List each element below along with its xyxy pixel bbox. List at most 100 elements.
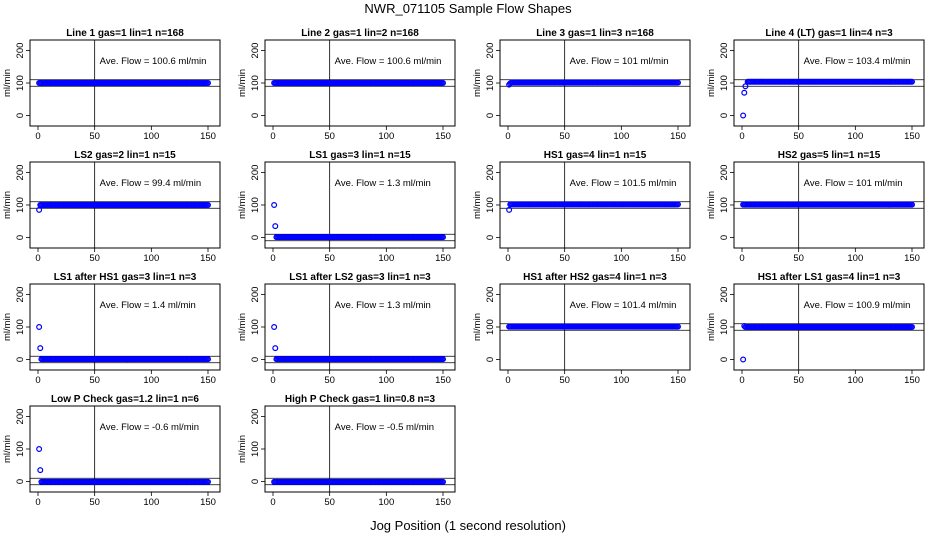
- panel-title: HS1 gas=4 lin=1 n=15: [544, 150, 647, 161]
- x-tick-label: 100: [143, 375, 159, 386]
- panel-title: LS1 after HS1 gas=3 lin=1 n=3: [54, 272, 197, 283]
- x-tick-label: 100: [847, 253, 863, 264]
- y-axis-label: ml/min: [472, 69, 483, 97]
- panel-2: Line 2 gas=1 lin=2 n=168 Ave. Flow = 100.…: [237, 28, 456, 142]
- ave-flow-annotation: Ave. Flow = 1.4 ml/min: [100, 300, 196, 311]
- y-tick-label: 0: [15, 235, 26, 240]
- data-point: [674, 323, 681, 330]
- data-point: [674, 79, 681, 86]
- data-point: [205, 79, 212, 86]
- y-tick-label: 200: [485, 287, 496, 303]
- panel-5: LS2 gas=2 lin=1 n=15 Ave. Flow = 99.4 ml/…: [2, 150, 221, 264]
- data-point: [908, 78, 915, 85]
- y-tick-label: 200: [250, 409, 261, 425]
- ave-flow-annotation: Ave. Flow = 1.3 ml/min: [335, 178, 431, 189]
- y-tick-label: 100: [15, 75, 26, 91]
- x-tick-label: 0: [270, 131, 275, 142]
- y-tick-label: 0: [250, 113, 261, 118]
- x-tick-label: 50: [793, 375, 804, 386]
- y-tick-label: 0: [250, 479, 261, 484]
- x-tick-label: 0: [505, 253, 510, 264]
- ave-flow-annotation: Ave. Flow = 101 ml/min: [804, 178, 903, 189]
- x-tick-label: 0: [270, 375, 275, 386]
- x-axis-label: Jog Position (1 second resolution): [370, 518, 566, 533]
- x-tick-label: 150: [904, 131, 920, 142]
- data-point: [271, 324, 278, 331]
- x-tick-label: 0: [739, 375, 744, 386]
- x-tick-label: 50: [89, 497, 100, 508]
- x-tick-label: 50: [89, 131, 100, 142]
- y-tick-label: 0: [719, 113, 730, 118]
- panel-9: LS1 after HS1 gas=3 lin=1 n=3 Ave. Flow =…: [2, 272, 221, 386]
- data-point: [741, 89, 748, 96]
- x-tick-label: 50: [559, 131, 570, 142]
- y-axis-label: ml/min: [2, 435, 13, 463]
- y-tick-label: 200: [250, 165, 261, 181]
- data-point: [908, 324, 915, 331]
- y-tick-label: 100: [15, 319, 26, 335]
- x-tick-label: 0: [35, 131, 40, 142]
- y-tick-label: 200: [719, 165, 730, 181]
- y-tick-label: 200: [719, 43, 730, 59]
- x-tick-label: 150: [670, 375, 686, 386]
- data-point: [440, 478, 447, 485]
- y-tick-label: 200: [15, 43, 26, 59]
- panel-6: LS1 gas=3 lin=1 n=15 Ave. Flow = 1.3 ml/m…: [237, 150, 456, 264]
- panel-title: LS2 gas=2 lin=1 n=15: [74, 150, 176, 161]
- y-tick-label: 100: [719, 319, 730, 335]
- y-axis-label: ml/min: [472, 191, 483, 219]
- x-tick-label: 50: [793, 253, 804, 264]
- x-tick-label: 150: [435, 375, 451, 386]
- ave-flow-annotation: Ave. Flow = 99.4 ml/min: [100, 178, 201, 189]
- panel-11: HS1 after HS2 gas=4 lin=1 n=3 Ave. Flow =…: [472, 272, 691, 386]
- y-axis-label: ml/min: [706, 191, 717, 219]
- data-point: [742, 83, 749, 90]
- y-tick-label: 100: [485, 75, 496, 91]
- x-tick-label: 50: [89, 253, 100, 264]
- data-point: [440, 79, 447, 86]
- x-tick-label: 0: [270, 253, 275, 264]
- data-point: [506, 206, 513, 213]
- panel-12: HS1 after LS1 gas=4 lin=1 n=3 Ave. Flow =…: [706, 272, 925, 386]
- data-point: [36, 446, 43, 453]
- panel-title: Line 4 (LT) gas=1 lin=4 n=3: [765, 28, 893, 39]
- panel-title: LS1 after LS2 gas=3 lin=1 n=3: [289, 272, 431, 283]
- y-axis-label: ml/min: [2, 191, 13, 219]
- x-tick-label: 100: [143, 131, 159, 142]
- ave-flow-annotation: Ave. Flow = 1.3 ml/min: [335, 300, 431, 311]
- x-tick-label: 100: [143, 497, 159, 508]
- y-tick-label: 0: [485, 113, 496, 118]
- x-tick-label: 100: [613, 253, 629, 264]
- y-tick-label: 200: [485, 43, 496, 59]
- panel-title: High P Check gas=1 lin=0.8 n=3: [285, 394, 436, 405]
- data-point: [205, 202, 212, 209]
- panel-title: HS2 gas=5 lin=1 n=15: [778, 150, 881, 161]
- y-tick-label: 0: [250, 357, 261, 362]
- panel-14: High P Check gas=1 lin=0.8 n=3 Ave. Flow …: [237, 394, 456, 508]
- y-tick-label: 0: [719, 357, 730, 362]
- y-tick-label: 200: [250, 287, 261, 303]
- y-axis-label: ml/min: [472, 313, 483, 341]
- data-point: [271, 202, 278, 209]
- y-axis-label: ml/min: [237, 435, 248, 463]
- panel-1: Line 1 gas=1 lin=1 n=168 Ave. Flow = 100.…: [2, 28, 221, 142]
- x-tick-label: 0: [35, 375, 40, 386]
- y-axis-label: ml/min: [706, 313, 717, 341]
- x-tick-label: 0: [270, 497, 275, 508]
- y-tick-label: 200: [719, 287, 730, 303]
- panel-3: Line 3 gas=1 lin=3 n=168 Ave. Flow = 101 …: [472, 28, 691, 142]
- y-tick-label: 0: [719, 235, 730, 240]
- y-tick-label: 100: [719, 75, 730, 91]
- y-axis-label: ml/min: [237, 313, 248, 341]
- x-tick-label: 150: [200, 131, 216, 142]
- panel-title: Line 1 gas=1 lin=1 n=168: [66, 28, 184, 39]
- x-tick-label: 100: [378, 375, 394, 386]
- y-axis-label: ml/min: [2, 313, 13, 341]
- x-tick-label: 150: [435, 253, 451, 264]
- x-tick-label: 100: [847, 375, 863, 386]
- data-point: [674, 201, 681, 208]
- x-tick-label: 50: [559, 253, 570, 264]
- y-tick-label: 100: [15, 441, 26, 457]
- y-tick-label: 0: [485, 357, 496, 362]
